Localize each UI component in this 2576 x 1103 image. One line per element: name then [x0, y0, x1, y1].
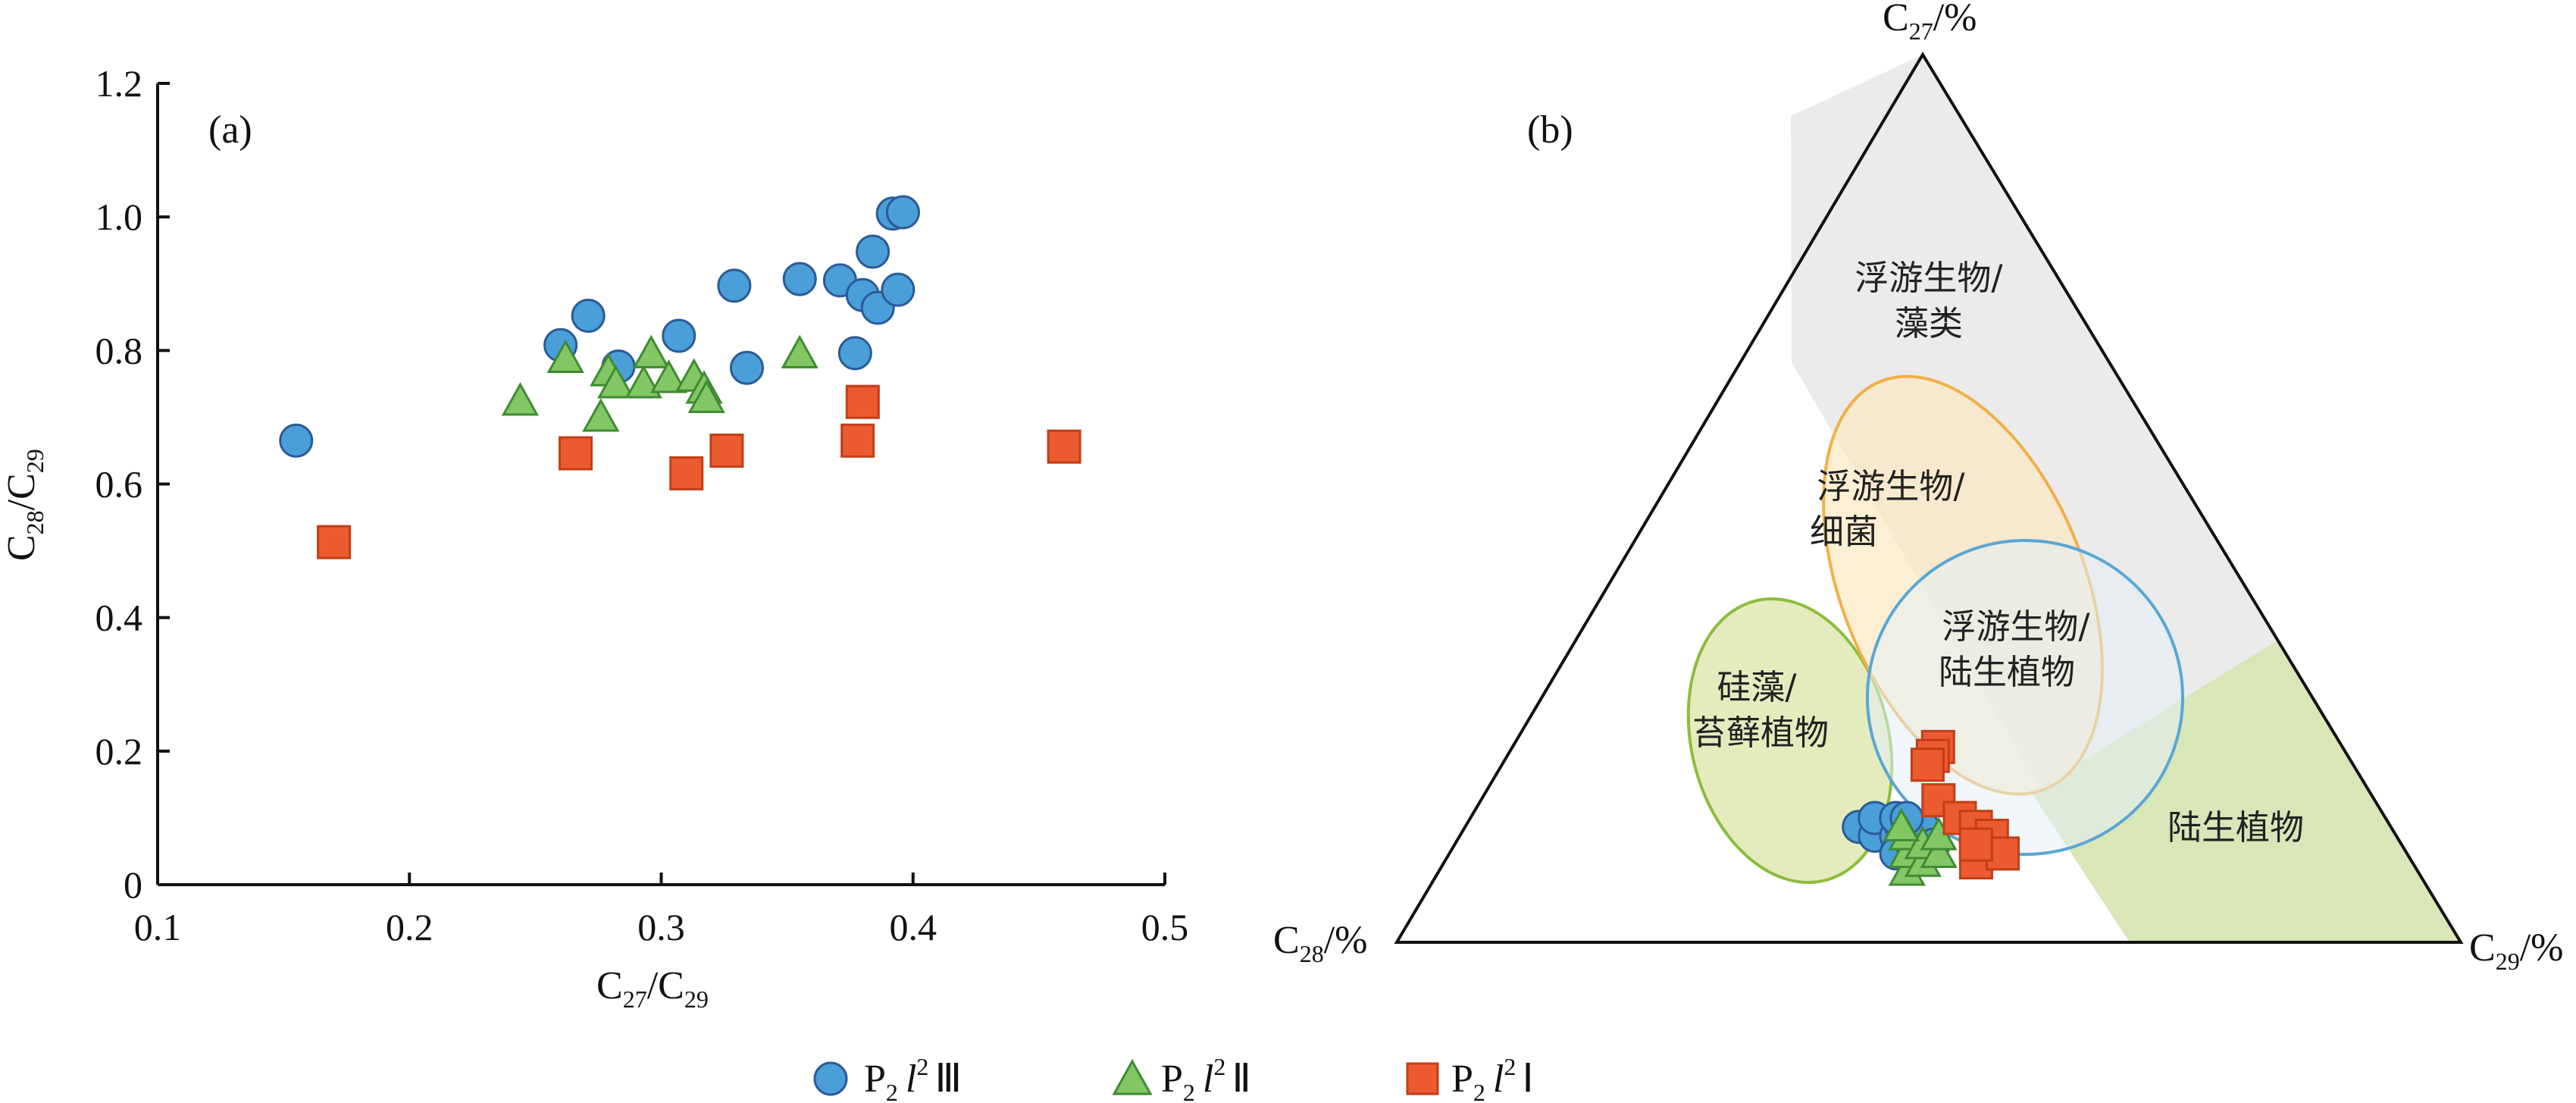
label-diatom-moss-1: 硅藻/: [1717, 667, 1797, 707]
label-plankton-land-1: 浮游生物/: [1942, 606, 2090, 647]
triangle-point: [501, 382, 540, 416]
label-plankton-algae-2: 藻类: [1895, 303, 1963, 343]
triangle-point: [582, 398, 620, 432]
square-point: [709, 433, 744, 468]
square-point: [559, 436, 593, 471]
circle-point: [279, 423, 314, 458]
label-diatom-moss-2: 苔藓植物: [1692, 713, 1829, 753]
triangle-point: [687, 379, 725, 413]
x-axis-label: C27/C29: [596, 964, 709, 1013]
y-tick-label: 0.8: [95, 329, 143, 371]
ternary-top-label: C27/%: [1883, 0, 1977, 45]
triangle-point: [649, 359, 688, 393]
x-tick-label: 0.5: [1141, 906, 1189, 948]
triangle-point: [1883, 807, 1920, 841]
legend-label: P2 l2 Ⅰ: [1451, 1053, 1534, 1103]
axis-ticks: 0.1 0.2 0.3 0.4 0.5 0 0.2 0.4 0.6 0.8 1.0 1.2: [95, 62, 1189, 948]
ternary-right-label: C29/%: [2469, 926, 2563, 975]
square-point: [845, 384, 880, 419]
ternary-triangle: [1394, 52, 2464, 944]
legend-square-marker: [1406, 1062, 1439, 1095]
x-tick-label: 0.1: [134, 906, 182, 948]
label-plankton-algae-1: 浮游生物/: [1855, 258, 2003, 298]
square-point: [669, 456, 704, 490]
circle-point: [856, 234, 890, 269]
ternary-marks: [1842, 729, 2020, 886]
square-point: [1910, 747, 1945, 782]
label-plankton-bacteria-1: 浮游生物/: [1817, 466, 1965, 506]
triangle-point: [546, 339, 584, 374]
x-tick-label: 0.2: [386, 906, 434, 948]
circle-point: [782, 262, 817, 296]
panel-label-a: (a): [208, 108, 252, 152]
legend-label: P2 l2 Ⅲ: [864, 1053, 962, 1103]
circle-point: [837, 336, 872, 371]
legend-item-p2l2-I: P2 l2 Ⅰ: [1406, 1053, 1534, 1103]
y-tick-label: 1.2: [95, 62, 143, 105]
circle-point: [885, 195, 920, 230]
y-tick-label: 0.6: [95, 463, 143, 506]
legend-circle-marker: [813, 1061, 848, 1096]
label-plankton-land-2: 陆生植物: [1939, 652, 2075, 692]
ellipse-plankton-land: [1866, 539, 2184, 856]
circle-point: [717, 268, 752, 303]
label-plankton-bacteria-2: 细菌: [1810, 512, 1878, 552]
x-tick-label: 0.3: [637, 906, 685, 948]
circle-point: [729, 350, 764, 385]
legend-label: P2 l2 Ⅱ: [1161, 1053, 1251, 1103]
circle-point: [571, 299, 606, 334]
square-point: [1047, 429, 1081, 464]
region-land-plants: [2031, 641, 2461, 942]
legend-item-p2l2-III: P2 l2 Ⅲ: [813, 1053, 962, 1103]
ternary-panel-b: 浮游生物/ 藻类 浮游生物/ 细菌 浮游生物/ 陆生植物 硅藻/ 苔藓植物 陆生…: [1273, 0, 2563, 975]
y-tick-label: 0.4: [95, 597, 143, 639]
legend-item-p2l2-II: P2 l2 Ⅱ: [1112, 1053, 1251, 1103]
legend-triangle-marker: [1112, 1058, 1153, 1095]
square-point: [317, 525, 352, 559]
triangle-point: [781, 334, 818, 368]
x-tick-label: 0.4: [890, 906, 937, 948]
circle-point: [662, 318, 696, 353]
legend: P2 l2 Ⅲ P2 l2 Ⅱ P2 l2 Ⅰ: [813, 1053, 1534, 1103]
triangle-point: [624, 365, 662, 399]
scatter-marks: [279, 195, 1081, 559]
scatter-panel-a: 0.1 0.2 0.3 0.4 0.5 0 0.2 0.4 0.6 0.8 1.0 1.2 (a) C…: [0, 62, 1188, 1013]
panel-label-b: (b): [1527, 108, 1573, 152]
triangle-point: [597, 365, 635, 399]
square-point: [1958, 827, 1993, 862]
circle-point: [881, 272, 916, 307]
ternary-left-label: C28/%: [1273, 919, 1367, 967]
triangle-point: [1920, 834, 1958, 869]
y-axis-label: C28/C29: [0, 449, 49, 561]
label-land-plants: 陆生植物: [2168, 807, 2304, 848]
triangle-point: [632, 334, 670, 368]
y-tick-label: 0.2: [95, 730, 143, 772]
square-point: [840, 423, 875, 458]
y-tick-label: 1.0: [95, 196, 143, 238]
y-tick-label: 0: [124, 863, 142, 906]
